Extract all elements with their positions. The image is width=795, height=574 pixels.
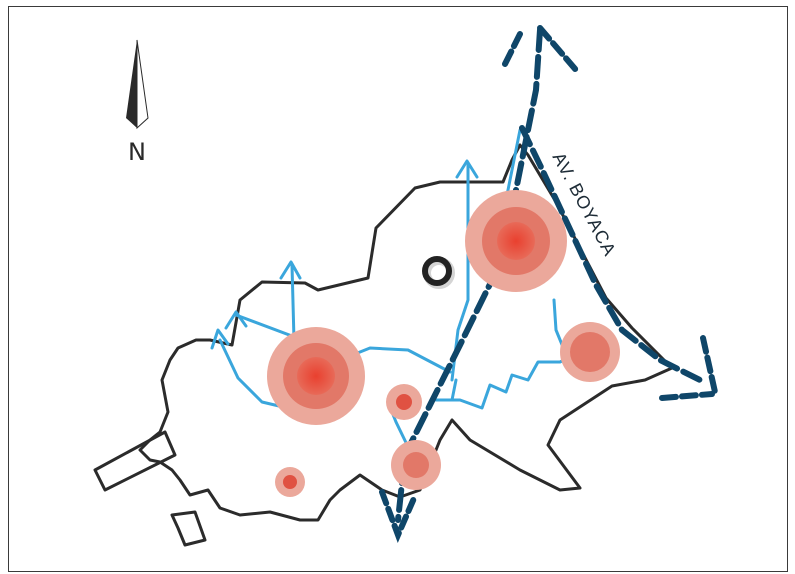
activity-node-small-southwest (275, 467, 305, 497)
activity-node-medium-south (391, 440, 441, 490)
main-axis-arrow-north (502, 25, 579, 73)
arrow-head-icon (455, 159, 479, 179)
main-axis-arrow-south (379, 489, 418, 544)
activity-node-medium-east (560, 322, 620, 382)
landmark-ring-icon (422, 256, 455, 289)
activity-node-large-east (465, 190, 567, 292)
boyaca-road (519, 125, 718, 401)
path-arrow-heads (210, 159, 479, 350)
activity-node-small-center (386, 384, 422, 420)
north-arrow-icon (126, 39, 149, 130)
north-label: N (128, 138, 146, 166)
activity-node-large-west (267, 327, 365, 425)
arrow-head-icon (210, 328, 230, 350)
arrow-head-icon (224, 310, 248, 330)
arrow-head-icon (279, 260, 302, 280)
